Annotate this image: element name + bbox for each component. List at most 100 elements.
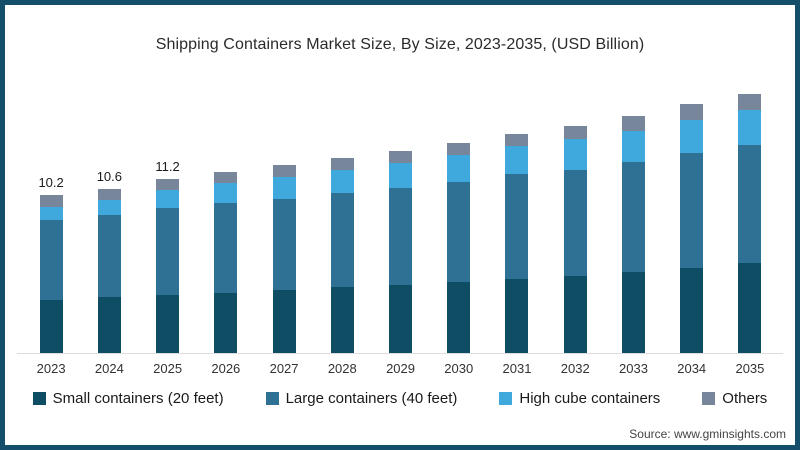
stacked-bar-2024 xyxy=(97,188,121,353)
legend-item-2: High cube containers xyxy=(499,390,660,407)
bar-column-2025: 11.2 xyxy=(138,68,196,353)
x-axis-label-2026: 2026 xyxy=(211,361,241,376)
bar-segment xyxy=(156,179,180,191)
legend-marker-icon xyxy=(32,392,46,405)
bar-segment xyxy=(97,188,121,200)
bar-segment xyxy=(272,290,296,353)
bar-segment xyxy=(738,263,762,353)
bar-segment xyxy=(330,192,354,288)
x-axis-labels: 2023 2024 2025 2026 2027 2028 2029 2030 2031 2032… xyxy=(22,361,779,376)
x-axis-label-2024: 2024 xyxy=(94,361,124,376)
stacked-bar-2035 xyxy=(738,94,762,353)
x-axis-label-2033: 2033 xyxy=(619,361,648,376)
x-axis-label-2030: 2030 xyxy=(444,361,474,376)
bar-segment xyxy=(563,170,587,276)
bar-segment xyxy=(621,115,645,132)
bar-column-2035 xyxy=(721,68,779,353)
chart-title: Shipping Containers Market Size, By Size… xyxy=(155,36,645,53)
bar-segment xyxy=(563,125,587,140)
bar-column-2034 xyxy=(663,68,721,353)
legend-item-3: Others xyxy=(702,390,767,407)
bar-segment xyxy=(447,143,471,156)
bar-segment xyxy=(389,163,413,188)
legend-marker-icon xyxy=(499,392,513,405)
source-attribution: Source: www.gminsights.com xyxy=(629,427,786,441)
legend: Small containers (20 feet) Large containe… xyxy=(5,390,795,407)
legend-item-1: Large containers (40 feet) xyxy=(265,390,458,407)
bar-segment xyxy=(738,145,762,264)
bar-segment xyxy=(272,198,296,291)
stacked-bar-2029 xyxy=(389,150,413,353)
bar-segment xyxy=(214,171,238,184)
bar-segment xyxy=(214,292,238,353)
bar-column-2033 xyxy=(604,68,662,353)
bar-column-2023: 10.2 xyxy=(22,68,80,353)
x-axis-label-2028: 2028 xyxy=(327,361,357,376)
bar-segment xyxy=(39,299,63,353)
bar-segment xyxy=(156,294,180,353)
bar-segment xyxy=(330,287,354,353)
bar-segment xyxy=(156,208,180,295)
bar-segment xyxy=(330,158,354,171)
bar-column-2028 xyxy=(313,68,371,353)
bar-segment xyxy=(680,104,704,120)
bar-segment xyxy=(39,194,63,207)
x-axis-label-2023: 2023 xyxy=(36,361,66,376)
bar-segment xyxy=(447,155,471,182)
x-axis-label-2032: 2032 xyxy=(560,361,590,376)
bar-segment xyxy=(214,183,238,203)
bar-column-2024: 10.6 xyxy=(80,68,138,353)
bar-segment xyxy=(505,146,529,174)
bar-column-2032 xyxy=(546,68,604,353)
bar-segment xyxy=(680,153,704,268)
bar-column-2026 xyxy=(197,68,255,353)
bar-segment xyxy=(97,215,121,298)
bars-container: 10.2 10.6 11.2 xyxy=(22,68,779,353)
stacked-bar-2027 xyxy=(272,165,296,353)
stacked-bar-2030 xyxy=(447,143,471,353)
bar-segment xyxy=(621,131,645,163)
bar-total-label: 10.2 xyxy=(38,174,64,190)
stacked-bar-2028 xyxy=(330,158,354,353)
bar-segment xyxy=(272,177,296,199)
bar-segment xyxy=(621,272,645,353)
bar-segment xyxy=(389,284,413,353)
bar-column-2030 xyxy=(430,68,488,353)
x-axis-label-2029: 2029 xyxy=(386,361,415,376)
legend-label: High cube containers xyxy=(519,390,661,407)
bar-segment xyxy=(97,199,121,216)
bar-segment xyxy=(214,202,238,293)
bar-column-2029 xyxy=(371,68,429,353)
bar-segment xyxy=(447,181,471,283)
x-axis-label-2027: 2027 xyxy=(269,361,299,376)
stacked-bar-2025 xyxy=(156,179,180,353)
legend-item-0: Small containers (20 feet) xyxy=(32,390,224,407)
bar-segment xyxy=(563,275,587,353)
bar-segment xyxy=(680,119,704,154)
bar-segment xyxy=(680,267,704,353)
bar-segment xyxy=(505,133,529,147)
x-axis-label-2031: 2031 xyxy=(502,361,532,376)
bar-segment xyxy=(505,279,529,353)
stacked-bar-2026 xyxy=(214,171,238,353)
stacked-bar-2023 xyxy=(39,194,63,353)
bar-segment xyxy=(738,110,762,146)
bar-segment xyxy=(272,165,296,178)
legend-marker-icon xyxy=(265,392,279,405)
bar-segment xyxy=(447,282,471,353)
bar-segment xyxy=(563,139,587,171)
bar-segment xyxy=(738,94,762,111)
bar-segment xyxy=(389,187,413,285)
bar-segment xyxy=(39,220,63,300)
x-axis-label-2035: 2035 xyxy=(735,361,765,376)
legend-label: Others xyxy=(722,390,768,407)
bar-segment xyxy=(505,173,529,280)
stacked-bar-2032 xyxy=(563,125,587,353)
bar-total-label: 11.2 xyxy=(155,159,180,175)
legend-label: Large containers (40 feet) xyxy=(285,390,458,407)
x-axis-label-2025: 2025 xyxy=(153,361,183,376)
bar-column-2031 xyxy=(488,68,546,353)
legend-marker-icon xyxy=(702,392,716,405)
stacked-bar-2034 xyxy=(680,104,704,353)
